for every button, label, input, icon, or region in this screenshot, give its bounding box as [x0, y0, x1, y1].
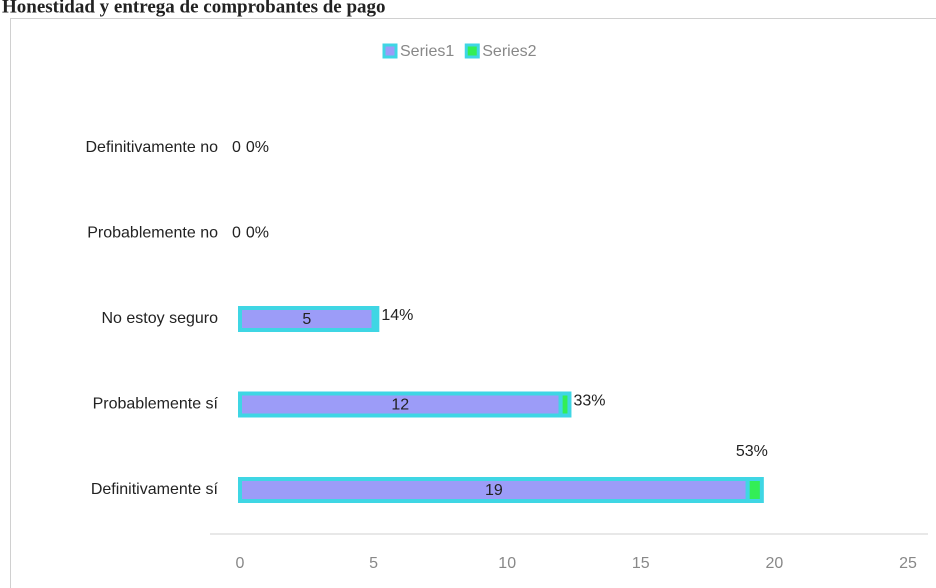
- bar-segment: [745, 477, 764, 503]
- bar-segment: [558, 391, 572, 418]
- legend-swatch: [464, 43, 480, 59]
- x-tick-label: 0: [236, 555, 245, 572]
- data-label: 0%: [246, 139, 269, 156]
- x-tick-label: 20: [766, 555, 784, 572]
- data-label: 0%: [246, 225, 269, 242]
- legend-label: Series1: [400, 43, 454, 60]
- data-label: 0: [232, 139, 241, 156]
- legend-label: Series2: [482, 43, 536, 60]
- legend-swatch: [382, 43, 398, 59]
- y-tick-label: Probablemente sí: [93, 396, 219, 413]
- data-label: 19: [485, 482, 503, 499]
- chart-title: Honestidad y entrega de comprobantes de …: [2, 0, 386, 17]
- data-label: 0: [232, 225, 241, 242]
- data-label: 12: [391, 397, 409, 414]
- data-label: 53%: [736, 443, 768, 460]
- bar-segment: [371, 306, 380, 332]
- y-tick-label: Definitivamente sí: [91, 481, 219, 498]
- y-tick-label: Probablemente no: [87, 225, 218, 242]
- x-tick-label: 15: [632, 555, 650, 572]
- y-tick-label: Definitivamente no: [85, 139, 218, 156]
- x-tick-label: 10: [498, 555, 516, 572]
- data-label: 14%: [381, 307, 413, 324]
- data-label: 5: [302, 311, 311, 328]
- y-tick-label: No estoy seguro: [101, 310, 218, 327]
- x-tick-label: 5: [369, 555, 378, 572]
- data-label: 33%: [573, 393, 605, 410]
- x-tick-label: 25: [899, 555, 917, 572]
